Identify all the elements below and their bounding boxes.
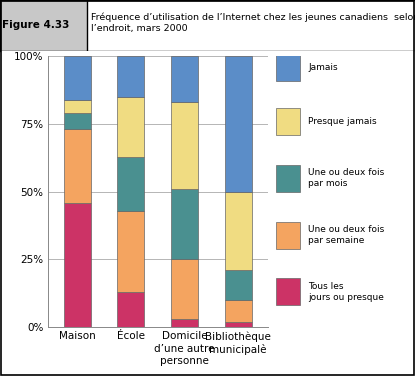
Bar xyxy=(117,97,144,156)
Bar xyxy=(48,327,268,335)
Bar xyxy=(117,156,144,211)
Bar xyxy=(171,319,198,327)
Text: Jamais: Jamais xyxy=(308,63,338,72)
Text: Figure 4.33: Figure 4.33 xyxy=(2,20,69,30)
Bar xyxy=(64,203,90,327)
Bar xyxy=(276,278,300,305)
Bar xyxy=(276,108,300,135)
Bar xyxy=(225,270,251,300)
Bar xyxy=(225,300,251,322)
Text: Une ou deux fois
par mois: Une ou deux fois par mois xyxy=(308,168,385,188)
Bar xyxy=(276,221,300,249)
Bar xyxy=(64,113,90,129)
Bar xyxy=(276,165,300,192)
Bar xyxy=(64,129,90,203)
Bar xyxy=(225,56,251,192)
Text: Une ou deux fois
par semaine: Une ou deux fois par semaine xyxy=(308,225,385,245)
Bar xyxy=(171,189,198,259)
Bar xyxy=(117,211,144,292)
Text: Tous les
jours ou presque: Tous les jours ou presque xyxy=(308,282,384,302)
Bar xyxy=(117,56,144,97)
Text: Presque jamais: Presque jamais xyxy=(308,117,377,126)
Bar xyxy=(225,322,251,327)
Bar xyxy=(0,0,87,51)
Text: Fréquence d’utilisation de l’Internet chez les jeunes canadiens  selon
l’endroit: Fréquence d’utilisation de l’Internet ch… xyxy=(91,12,415,33)
Bar xyxy=(171,56,198,102)
Bar xyxy=(276,54,300,81)
Bar xyxy=(64,100,90,113)
Bar xyxy=(225,192,251,270)
Bar xyxy=(117,292,144,327)
Bar xyxy=(64,56,90,100)
Bar xyxy=(171,259,198,319)
Bar xyxy=(171,102,198,189)
